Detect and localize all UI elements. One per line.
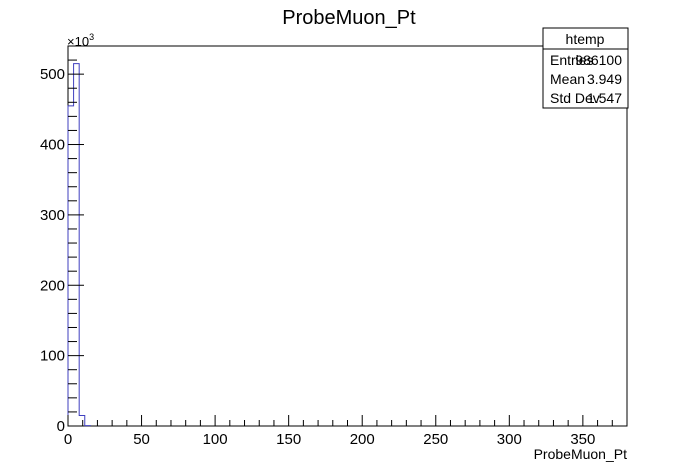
x-tick-label: 0 <box>64 431 72 448</box>
x-tick-label: 150 <box>276 431 301 448</box>
histogram-outline <box>67 63 91 427</box>
stats-label-entries: Entries <box>550 52 594 68</box>
x-tick-label: 50 <box>133 431 150 448</box>
histogram-bin <box>79 415 85 426</box>
x-tick-label: 350 <box>570 431 595 448</box>
x-axis-label: ProbeMuon_Pt <box>534 446 628 462</box>
x-tick-label: 100 <box>203 431 228 448</box>
y-axis: 0 100 200 300 400 500 <box>40 45 84 435</box>
svg-text:×103: ×103 <box>67 32 94 49</box>
stats-label-mean: Mean <box>550 71 585 87</box>
y-axis-multiplier: ×103 <box>67 32 94 49</box>
x-tick-label: 200 <box>350 431 375 448</box>
x-tick-label: 300 <box>497 431 522 448</box>
y-tick-label: 400 <box>40 137 65 154</box>
y-tick-label: 200 <box>40 277 65 294</box>
y-multiplier-base: ×10 <box>67 34 89 49</box>
histogram-series <box>67 63 91 427</box>
x-axis: 0 50 100 150 200 250 300 350 <box>64 415 628 448</box>
stats-box: htemp Entries 986100 Mean 3.949 Std Dev … <box>542 27 629 109</box>
stats-value-entries: 986100 <box>575 52 622 68</box>
stats-box-frame <box>542 27 629 109</box>
stats-value-mean: 3.949 <box>587 71 622 87</box>
histogram-bin <box>68 106 74 426</box>
y-tick-label: 100 <box>40 348 65 365</box>
y-tick-label: 500 <box>40 66 65 83</box>
x-tick-label: 250 <box>423 431 448 448</box>
stats-box-title: htemp <box>566 31 605 47</box>
y-multiplier-exponent: 3 <box>89 32 94 42</box>
stats-label-std-dev: Std Dev <box>550 90 600 106</box>
histogram-bin <box>74 64 80 426</box>
chart-title: ProbeMuon_Pt <box>282 7 416 29</box>
stats-value-std-dev: 1.547 <box>587 90 622 106</box>
y-tick-label: 0 <box>57 418 65 435</box>
y-tick-label: 300 <box>40 207 65 224</box>
